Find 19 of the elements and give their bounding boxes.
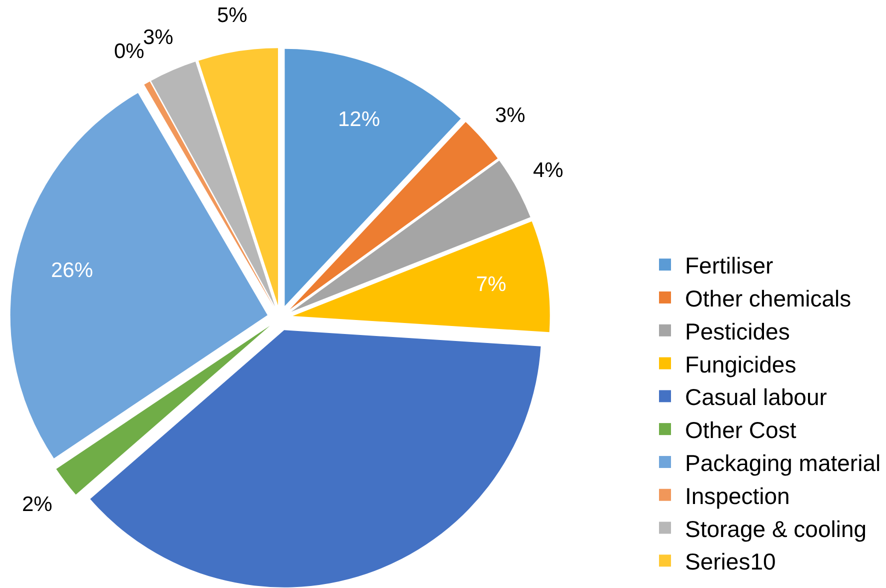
legend-label: Fungicides [685, 351, 796, 378]
data-label: 3% [495, 104, 526, 127]
legend-label: Other Cost [685, 417, 797, 444]
legend-label: Inspection [685, 482, 790, 509]
data-label: 0% [114, 40, 144, 63]
data-label: 12% [338, 108, 380, 131]
data-label: 26% [51, 259, 94, 282]
data-label: 3% [143, 26, 174, 49]
legend-label: Other chemicals [685, 285, 852, 312]
legend-label: Pesticides [685, 318, 790, 344]
data-label: 2% [22, 493, 52, 516]
data-label: 4% [533, 159, 564, 182]
legend-label: Packaging material [685, 450, 881, 476]
legend-label: Series10 [685, 548, 776, 575]
legend-label: Storage & cooling [685, 516, 867, 542]
data-label: 7% [476, 273, 506, 296]
data-label: 5% [217, 4, 248, 27]
legend-label: Fertiliser [685, 252, 774, 279]
legend-label: Casual labour [685, 384, 828, 410]
